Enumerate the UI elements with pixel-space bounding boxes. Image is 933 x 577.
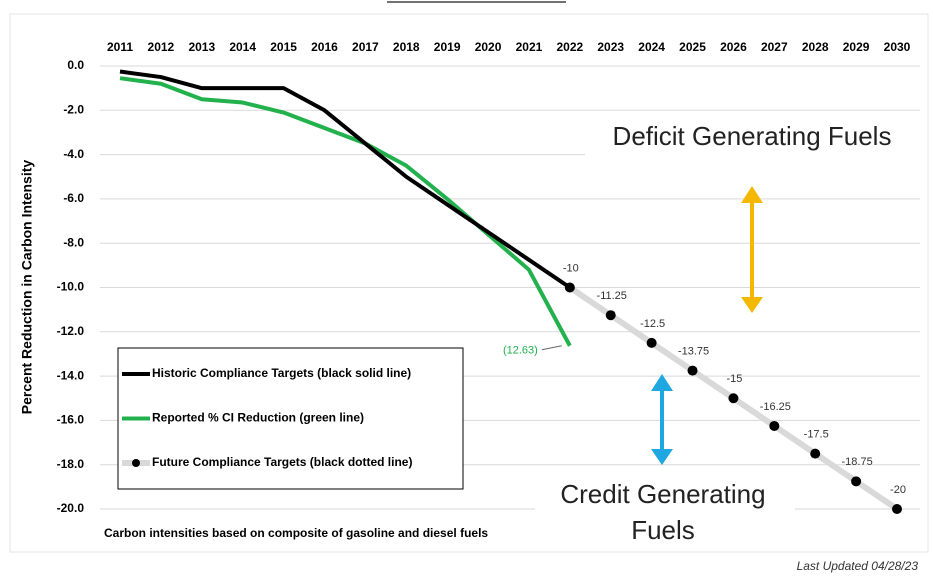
annotation: Fuels bbox=[631, 515, 695, 545]
y-axis-label: Percent Reduction in Carbon Intensity bbox=[19, 160, 35, 415]
x-tick-label: 2016 bbox=[311, 40, 338, 54]
credit-arrow bbox=[651, 374, 673, 465]
x-tick-label: 2019 bbox=[434, 40, 461, 54]
data-label: -13.75 bbox=[678, 345, 709, 357]
legend-marker bbox=[132, 459, 140, 467]
y-tick-label: -6.0 bbox=[63, 191, 84, 205]
y-tick-label: -18.0 bbox=[57, 457, 85, 471]
x-tick-label: 2012 bbox=[148, 40, 175, 54]
y-tick-label: -8.0 bbox=[63, 235, 84, 249]
data-point bbox=[769, 420, 780, 431]
chart-frame bbox=[9, 13, 929, 553]
x-tick-label: 2026 bbox=[720, 40, 747, 54]
data-label: -15 bbox=[726, 373, 742, 385]
x-tick-label: 2023 bbox=[597, 40, 624, 54]
annotation-bg bbox=[585, 118, 920, 156]
legend-items: Historic Compliance Targets (black solid… bbox=[122, 366, 412, 469]
x-tick-label: 2011 bbox=[107, 40, 133, 54]
legend bbox=[117, 347, 464, 490]
x-tick-label: 2028 bbox=[802, 40, 829, 54]
data-label: -18.75 bbox=[842, 456, 873, 468]
series-line bbox=[119, 76, 572, 347]
data-point bbox=[687, 365, 698, 376]
legend-label: Reported % CI Reduction (green line) bbox=[152, 411, 364, 425]
data-point bbox=[810, 448, 821, 459]
y-tick-label: -20.0 bbox=[57, 501, 85, 515]
data-label: -12.5 bbox=[640, 318, 665, 330]
y-tick-label: -2.0 bbox=[63, 102, 84, 116]
leader-line bbox=[541, 345, 562, 351]
data-point bbox=[605, 310, 616, 321]
annotation: Deficit Generating Fuels bbox=[613, 121, 892, 151]
footnote: Carbon intensities based on composite of… bbox=[104, 526, 488, 540]
y-tick-label: 0.0 bbox=[67, 58, 84, 72]
x-tick-label: 2025 bbox=[679, 40, 706, 54]
x-tick-label: 2024 bbox=[638, 40, 665, 54]
series-line bbox=[119, 69, 571, 290]
data-label: (12.63) bbox=[503, 345, 538, 357]
annotation: Credit Generating bbox=[560, 479, 765, 509]
x-tick-label: 2018 bbox=[393, 40, 420, 54]
grid: 0.0 -2.0 -4.0 -6.0 -8.0 -10.0 -12.0 -14.0 -16.0 -… bbox=[57, 40, 920, 515]
deficit-arrow bbox=[741, 186, 763, 313]
x-tick-label: 2013 bbox=[188, 40, 215, 54]
x-tick-label: 2022 bbox=[556, 40, 583, 54]
x-tick-label: 2015 bbox=[270, 40, 297, 54]
data-point bbox=[892, 504, 902, 514]
data-point bbox=[728, 393, 739, 404]
legend-label: Historic Compliance Targets (black solid… bbox=[152, 366, 411, 380]
x-tick-label: 2021 bbox=[516, 40, 543, 54]
x-tick-label: 2020 bbox=[475, 40, 502, 54]
y-tick-label: -12.0 bbox=[57, 324, 85, 338]
x-tick-label: 2027 bbox=[761, 40, 788, 54]
plot: -10 -11.25 -12.5 -13.75 -15 -16.25 -17.5 -18.75… bbox=[119, 69, 906, 514]
annotation-bg bbox=[535, 476, 795, 548]
data-label: -16.25 bbox=[760, 401, 791, 413]
data-label: -11.25 bbox=[597, 290, 627, 302]
y-tick-label: -16.0 bbox=[57, 413, 85, 427]
y-tick-label: -4.0 bbox=[63, 147, 84, 161]
updated-note: Last Updated 04/28/23 bbox=[797, 559, 919, 573]
y-tick-label: -10.0 bbox=[57, 280, 85, 294]
data-label: -20 bbox=[890, 484, 906, 496]
x-tick-label: 2029 bbox=[843, 40, 870, 54]
x-tick-label: 2017 bbox=[352, 40, 379, 54]
data-label: -10 bbox=[563, 262, 579, 274]
x-tick-label: 2014 bbox=[229, 40, 256, 54]
x-tick-label: 2030 bbox=[884, 40, 911, 54]
data-point bbox=[646, 337, 657, 348]
data-label: -17.5 bbox=[804, 429, 829, 441]
data-point bbox=[851, 476, 862, 487]
legend-label: Future Compliance Targets (black dotted … bbox=[152, 455, 412, 469]
y-tick-label: -14.0 bbox=[57, 368, 85, 382]
